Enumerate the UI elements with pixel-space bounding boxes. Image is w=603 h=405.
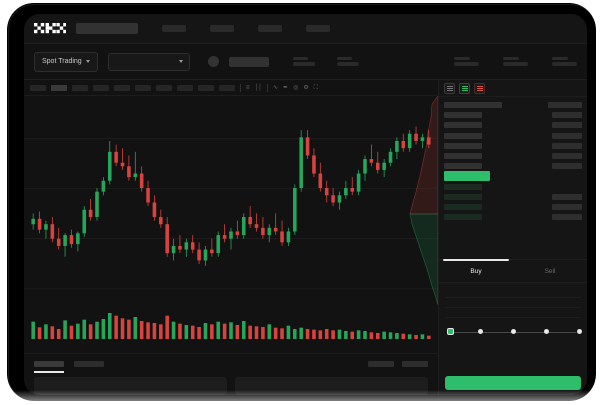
buy-sell-tabs: Buy Sell [439, 259, 587, 283]
chevron-down-icon [85, 60, 90, 63]
slider-step-50[interactable] [511, 328, 516, 334]
ticker-stat-3 [454, 57, 479, 66]
submit-buy-button[interactable] [445, 376, 581, 390]
chart-gridline [24, 188, 438, 189]
nav-item-1[interactable] [162, 25, 186, 32]
orderbook-ask-row[interactable] [444, 142, 582, 150]
order-form [439, 283, 587, 342]
tf-1[interactable] [30, 84, 46, 91]
bottom-tab-right-1[interactable] [368, 360, 394, 367]
nav-search-placeholder[interactable] [76, 23, 138, 34]
orderbook-bid-row[interactable] [444, 203, 582, 211]
tab-sell-label: Sell [544, 267, 556, 275]
nav-item-4[interactable] [306, 25, 330, 32]
market-sub-bar: Spot Trading [24, 44, 587, 80]
bottom-panels [24, 373, 438, 395]
orderbook-ask-row[interactable] [444, 152, 582, 160]
tf-7[interactable] [156, 84, 172, 91]
camera-snapshot-icon[interactable]: ◎ [293, 84, 299, 91]
candlestick-series [31, 126, 431, 266]
slider-step-100[interactable] [577, 328, 582, 334]
orderbook-header [439, 80, 587, 97]
amount-slider[interactable] [447, 327, 582, 337]
orderbook-bid-row[interactable] [444, 193, 582, 201]
orderbook-bid-row[interactable] [444, 183, 582, 191]
bottom-tab-right-2[interactable] [402, 360, 428, 367]
tf-6[interactable] [135, 84, 151, 91]
top-navigation-bar [24, 14, 587, 44]
slider-step-25[interactable] [478, 328, 483, 334]
form-divider [445, 297, 581, 298]
orderbook-view-asks-icon[interactable] [474, 82, 485, 94]
tab-sell[interactable]: Sell [513, 260, 587, 282]
ticker-stats-right [454, 57, 577, 66]
tf-10[interactable] [219, 84, 235, 91]
market-type-select[interactable]: Spot Trading [34, 51, 98, 72]
pencil-draw-icon[interactable]: ✒ [283, 84, 289, 91]
orderbook-ask-row[interactable] [444, 162, 582, 170]
nav-item-2[interactable] [210, 25, 234, 32]
coin-avatar-icon [207, 56, 219, 67]
orders-tab-bar [24, 353, 438, 373]
orderbook-bid-row[interactable] [444, 213, 582, 221]
fullscreen-icon[interactable]: ⛶ [313, 84, 318, 91]
orderbook-ask-row[interactable] [444, 101, 582, 109]
orders-tab-bar-right [368, 360, 428, 367]
tab-buy-label: Buy [470, 267, 482, 275]
ticker-stat-5 [552, 57, 577, 66]
chart-gridline [24, 288, 438, 289]
orderbook-ask-row[interactable] [444, 121, 582, 129]
settings-gear-icon[interactable]: ⚙ [303, 84, 309, 91]
bottom-panel-right[interactable] [235, 377, 428, 395]
bottom-tab-1[interactable] [34, 360, 64, 373]
bottom-tab-2[interactable] [74, 360, 104, 367]
slider-handle[interactable] [447, 327, 454, 335]
orderbook-view-both-icon[interactable] [444, 82, 455, 94]
tf-2[interactable] [51, 84, 67, 91]
ticker-stat-1 [292, 57, 315, 66]
tf-4[interactable] [93, 84, 109, 91]
chart-toolbar: ≡ ││ ∿ ✒ ◎ ⚙ ⛶ [24, 80, 438, 96]
indicator-dropdown-icon[interactable]: ≡ [246, 84, 250, 91]
market-depth-overlay [409, 96, 438, 305]
tf-3[interactable] [72, 84, 88, 91]
device-screen: Spot Trading [24, 14, 587, 395]
chart-gridline [24, 138, 438, 139]
nav-item-3[interactable] [258, 25, 282, 32]
market-type-label: Spot Trading [42, 58, 82, 65]
orderbook-rows[interactable] [439, 97, 587, 259]
tf-8[interactable] [177, 84, 193, 91]
orderbook-last-price [444, 171, 582, 182]
orderbook-ask-row[interactable] [444, 132, 582, 140]
toolbar-divider [267, 83, 269, 92]
tf-9[interactable] [198, 84, 214, 91]
tab-buy[interactable]: Buy [439, 259, 513, 282]
tf-5[interactable] [114, 84, 130, 91]
orderbook-ask-row[interactable] [444, 111, 582, 119]
trading-pair-select[interactable] [107, 52, 190, 71]
line-tool-icon[interactable]: ∿ [273, 84, 279, 91]
form-divider [445, 307, 581, 308]
okx-logo-icon[interactable] [34, 23, 66, 35]
ticker-stat-4 [503, 57, 528, 66]
device-frame: Spot Trading [8, 4, 595, 400]
toolbar-divider [240, 83, 241, 92]
slider-step-75[interactable] [544, 328, 549, 334]
form-divider [445, 317, 581, 318]
volume-chart [24, 305, 438, 353]
chart-type-dropdown-icon[interactable]: ││ [254, 84, 263, 91]
chevron-down-icon [178, 60, 183, 63]
ticker-price-placeholder [228, 56, 269, 67]
volume-series [31, 313, 431, 339]
bottom-panel-left[interactable] [34, 377, 227, 395]
orderbook-view-bids-icon[interactable] [459, 82, 470, 94]
ticker-stat-2 [336, 57, 359, 66]
orderbook-trade-column: Buy Sell [438, 80, 587, 395]
price-chart[interactable] [24, 96, 438, 305]
